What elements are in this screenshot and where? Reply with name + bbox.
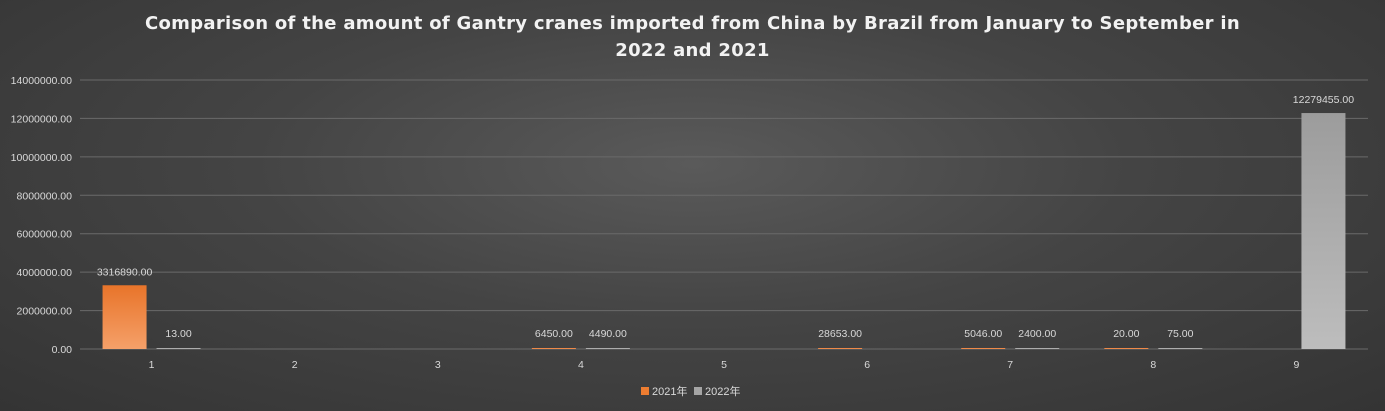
x-axis-tick-labels: 1 2 3 4 5 6 7 8 9 — [149, 359, 1300, 371]
x-tick-label: 9 — [1294, 359, 1300, 371]
bars — [102, 113, 1346, 349]
bar-2021年-7 — [961, 348, 1006, 349]
data-label: 20.00 — [1113, 328, 1139, 340]
bar-2021年-8 — [1104, 348, 1149, 349]
y-tick-label: 4000000.00 — [17, 267, 73, 279]
x-tick-label: 7 — [1007, 359, 1013, 371]
y-tick-label: 6000000.00 — [17, 229, 73, 241]
x-tick-label: 2 — [292, 359, 298, 371]
data-label: 12279455.00 — [1293, 94, 1354, 106]
x-tick-label: 4 — [578, 359, 584, 371]
gridlines — [80, 79, 1368, 350]
y-tick-label: 0.00 — [52, 344, 73, 356]
data-label: 6450.00 — [535, 328, 573, 340]
x-tick-label: 8 — [1150, 359, 1156, 371]
data-label: 4490.00 — [589, 328, 627, 340]
x-tick-label: 3 — [435, 359, 441, 371]
y-tick-label: 12000000.00 — [11, 113, 72, 125]
legend: 2021年 2022年 — [641, 384, 740, 398]
bar-2022年-9 — [1301, 113, 1346, 349]
bar-2022年-1 — [156, 348, 201, 349]
legend-label: 2022年 — [705, 384, 740, 398]
y-tick-label: 14000000.00 — [11, 75, 72, 87]
bar-2022年-7 — [1015, 348, 1060, 349]
bar-2021年-6 — [818, 348, 863, 349]
y-tick-label: 10000000.00 — [11, 152, 72, 164]
y-axis-tick-labels: 0.00 2000000.00 4000000.00 6000000.00 800000… — [11, 75, 72, 356]
data-label: 13.00 — [165, 328, 191, 340]
data-label: 2400.00 — [1018, 328, 1056, 340]
bar-2021年-4 — [531, 348, 576, 349]
data-label: 5046.00 — [964, 328, 1002, 340]
bar-2022年-4 — [585, 348, 630, 349]
legend-swatch — [641, 387, 649, 395]
y-tick-label: 2000000.00 — [17, 306, 73, 318]
y-tick-label: 8000000.00 — [17, 190, 73, 202]
bar-2021年-1 — [102, 285, 147, 349]
data-label: 3316890.00 — [97, 266, 153, 278]
data-labels: 3316890.00 13.00 6450.00 4490.00 28653.00 504… — [97, 94, 1354, 340]
x-tick-label: 6 — [864, 359, 870, 371]
data-label: 75.00 — [1167, 328, 1193, 340]
chart-title: Comparison of the amount of Gantry crane… — [145, 13, 1240, 61]
bar-2022年-8 — [1158, 348, 1203, 349]
x-tick-label: 5 — [721, 359, 727, 371]
data-label: 28653.00 — [818, 328, 862, 340]
legend-label: 2021年 — [652, 384, 687, 398]
x-tick-label: 1 — [149, 359, 155, 371]
legend-swatch — [694, 387, 702, 395]
